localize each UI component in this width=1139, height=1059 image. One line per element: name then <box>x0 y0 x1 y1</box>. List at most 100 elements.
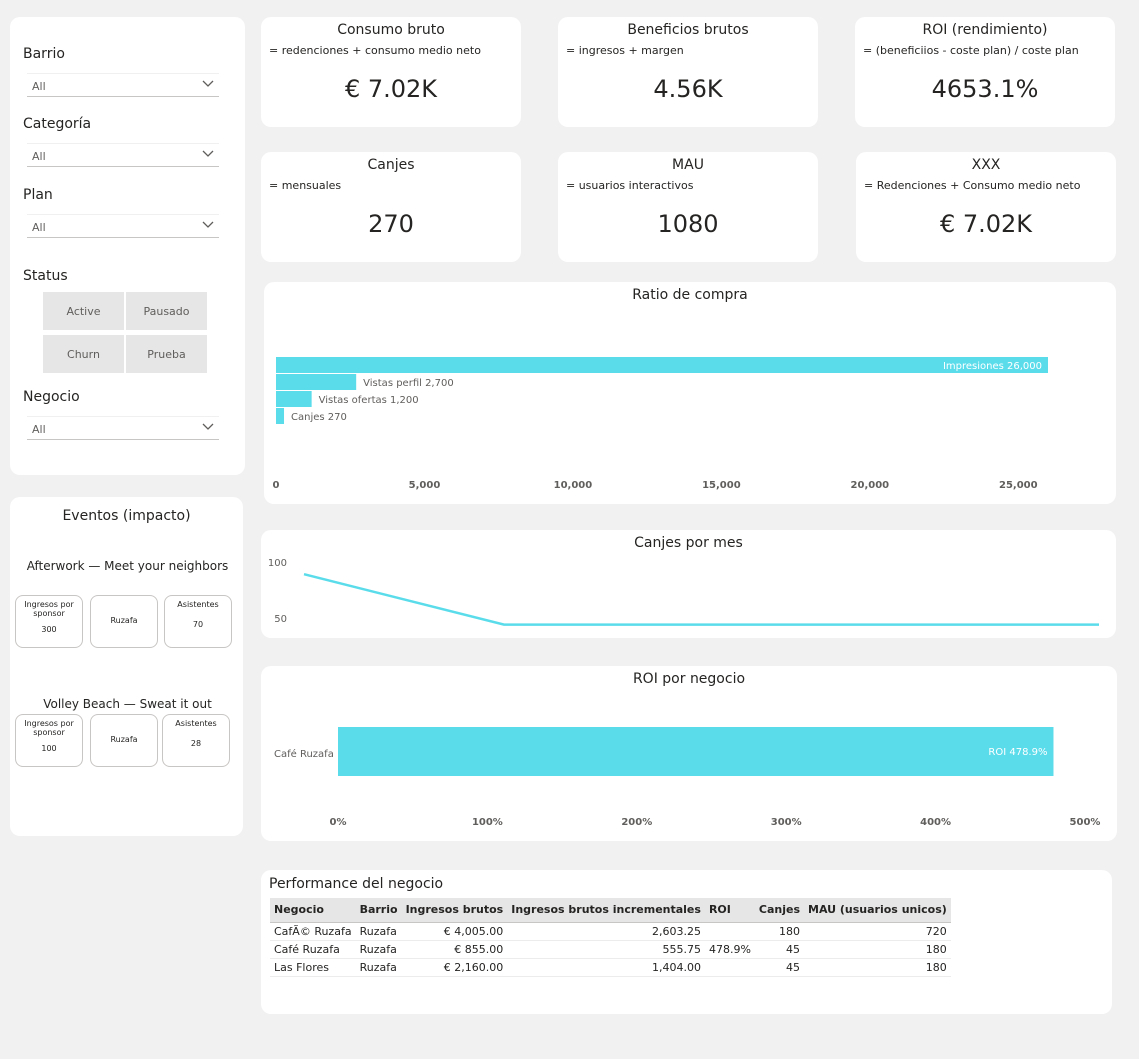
canjes-mes-card: Canjes por mes 50 100 <box>261 530 1116 638</box>
table-row[interactable]: Las Flores Ruzafa € 2,160.00 1,404.00 45 180 <box>270 958 951 977</box>
performance-table: Negocio Barrio Ingresos brutos Ingresos bru… <box>270 898 951 977</box>
column-header[interactable]: Negocio <box>270 898 356 923</box>
bar-canjes[interactable] <box>276 408 285 424</box>
status-tile-active[interactable]: Active <box>43 292 124 330</box>
bar-data-label: Vistas ofertas 1,200 <box>319 395 419 406</box>
event-asistentes-box: Asistentes 70 <box>164 595 232 648</box>
negocio-label: Negocio <box>23 389 80 405</box>
categoria-label: Categoría <box>23 116 92 132</box>
table-cell: Ruzafa <box>355 958 402 977</box>
kpi-beneficios-brutos: Beneficios brutos = ingresos + margen 4.… <box>558 17 818 127</box>
x-tick-label: 500% <box>1070 817 1101 828</box>
table-cell: Ruzafa <box>355 922 402 941</box>
column-header[interactable]: Ingresos brutos incrementales <box>507 898 705 923</box>
plan-value: All <box>32 221 46 234</box>
table-cell: 45 <box>754 940 805 959</box>
table-cell: CafÃ© Ruzafa <box>270 922 356 941</box>
column-header[interactable]: Canjes <box>754 898 805 923</box>
chevron-down-icon <box>202 80 214 87</box>
kpi-subtitle: = Redenciones + Consumo medio neto <box>864 179 1081 192</box>
chevron-down-icon <box>202 221 214 228</box>
column-header[interactable]: Ingresos brutos <box>401 898 508 923</box>
event-asistentes-box: Asistentes 28 <box>162 714 230 767</box>
table-title: Performance del negocio <box>269 876 444 892</box>
asistentes-label: Asistentes <box>177 600 219 609</box>
ratio-compra-card: Ratio de compra Impresiones 26,000 Vistas… <box>264 282 1116 504</box>
column-header[interactable]: ROI <box>704 898 755 923</box>
categoria-dropdown[interactable]: All <box>27 143 219 167</box>
table-row[interactable]: CafÃ© Ruzafa Ruzafa € 4,005.00 2,603.25 180 7… <box>270 922 951 941</box>
event-sponsor-box: Ingresos por sponsor 300 <box>15 595 83 648</box>
x-tick-label: 5,000 <box>409 480 441 491</box>
x-tick-label: 200% <box>621 817 652 828</box>
table-cell <box>704 958 755 977</box>
kpi-value: € 7.02K <box>939 210 1033 238</box>
bar-data-label: Canjes 270 <box>291 412 347 423</box>
event-barrio-box: Ruzafa <box>90 714 158 767</box>
kpi-value: 270 <box>368 210 414 238</box>
negocio-dropdown[interactable]: All <box>27 416 219 440</box>
performance-card: Performance del negocio Negocio Barrio Ing… <box>261 870 1112 1014</box>
series-line[interactable] <box>303 572 1099 626</box>
bar-impresiones[interactable] <box>276 357 1048 373</box>
chart-title: Canjes por mes <box>634 535 743 551</box>
table-cell: 2,603.25 <box>507 922 705 941</box>
sponsor-value: 300 <box>41 625 57 634</box>
kpi-title: Canjes <box>367 157 415 173</box>
plan-label: Plan <box>23 187 53 203</box>
categoria-value: All <box>32 150 46 163</box>
table-cell <box>704 922 755 941</box>
kpi-canjes: Canjes = mensuales 270 <box>261 152 521 262</box>
x-tick-label: 300% <box>771 817 802 828</box>
bar-data-label: ROI 478.9% <box>988 747 1047 758</box>
table-cell: € 855.00 <box>401 940 508 959</box>
table-cell: 45 <box>754 958 805 977</box>
filters-panel: Barrio All Categoría All Plan All Status… <box>10 17 245 475</box>
barrio-dropdown[interactable]: All <box>27 73 219 97</box>
table-cell: Las Flores <box>270 958 356 977</box>
asistentes-value: 28 <box>190 739 202 748</box>
sponsor-value: 100 <box>41 744 57 753</box>
chart-title: Ratio de compra <box>632 287 748 303</box>
status-tile-prueba[interactable]: Prueba <box>126 335 207 373</box>
status-tile-churn[interactable]: Churn <box>43 335 124 373</box>
bar-data-label: Vistas perfil 2,700 <box>363 378 454 389</box>
asistentes-value: 70 <box>192 620 204 629</box>
bar-vistas-ofertas[interactable] <box>276 391 312 407</box>
kpi-title: Beneficios brutos <box>627 22 749 38</box>
table-cell: 1,404.00 <box>507 958 705 977</box>
kpi-title: ROI (rendimiento) <box>922 22 1048 38</box>
x-tick-label: 400% <box>920 817 951 828</box>
kpi-value: 1080 <box>657 210 719 238</box>
barrio-label: Barrio <box>23 46 65 62</box>
table-cell: € 4,005.00 <box>401 922 508 941</box>
table-cell: 180 <box>804 958 951 977</box>
kpi-roi: ROI (rendimiento) = (beneficiios - coste… <box>855 17 1115 127</box>
y-tick-label: 50 <box>274 614 287 625</box>
plan-dropdown[interactable]: All <box>27 214 219 238</box>
negocio-value: All <box>32 423 46 436</box>
column-header[interactable]: Barrio <box>355 898 402 923</box>
kpi-title: MAU <box>672 157 704 173</box>
bar-cafe-ruzafa[interactable] <box>338 727 1054 776</box>
kpi-value: € 7.02K <box>344 75 438 103</box>
x-tick-label: 20,000 <box>851 480 890 491</box>
kpi-subtitle: = (beneficiios - coste plan) / coste pla… <box>863 44 1079 57</box>
kpi-value: 4653.1% <box>931 75 1039 103</box>
x-tick-label: 10,000 <box>554 480 593 491</box>
kpi-title: XXX <box>971 157 1001 173</box>
chevron-down-icon <box>202 150 214 157</box>
event-name: Afterwork — Meet your neighbors <box>26 559 229 573</box>
bar-vistas-perfil[interactable] <box>276 374 357 390</box>
kpi-subtitle: = mensuales <box>269 179 342 192</box>
line-chart: 50 100 <box>268 558 1099 626</box>
table-cell: 180 <box>804 940 951 959</box>
x-tick-label: 15,000 <box>702 480 741 491</box>
status-tile-pausado[interactable]: Pausado <box>126 292 207 330</box>
table-row[interactable]: Café Ruzafa Ruzafa € 855.00 555.75 478.9% 45 1… <box>270 940 951 959</box>
event-barrio-box: Ruzafa <box>90 595 158 648</box>
column-header[interactable]: MAU (usuarios unicos) <box>804 898 951 923</box>
events-title: Eventos (impacto) <box>62 508 191 524</box>
kpi-consumo-bruto: Consumo bruto = redenciones + consumo me… <box>261 17 521 127</box>
kpi-xxx: XXX = Redenciones + Consumo medio neto €… <box>856 152 1116 262</box>
